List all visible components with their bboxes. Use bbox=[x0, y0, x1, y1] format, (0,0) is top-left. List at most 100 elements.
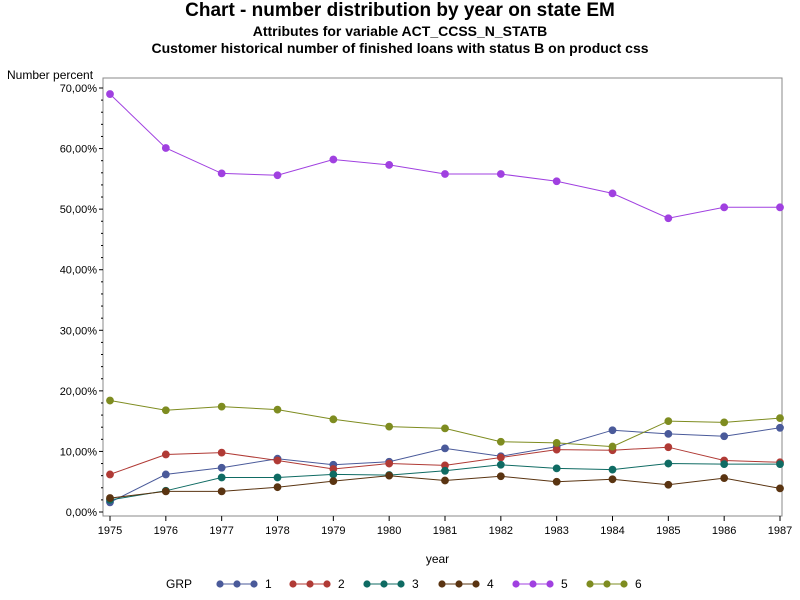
point-grp-3 bbox=[664, 459, 673, 468]
point-grp-6 bbox=[776, 414, 784, 423]
chart-subtitle-2: Customer historical number of finished l… bbox=[151, 40, 649, 56]
legend-marker bbox=[603, 580, 611, 588]
y-tick-label: 60,00% bbox=[60, 144, 98, 156]
x-tick-label: 1980 bbox=[377, 525, 401, 537]
legend-label: 2 bbox=[338, 577, 345, 591]
point-grp-3 bbox=[496, 460, 505, 469]
point-grp-5 bbox=[106, 90, 114, 98]
point-grp-5 bbox=[441, 170, 449, 178]
point-grp-1 bbox=[608, 426, 617, 435]
legend-marker bbox=[233, 580, 241, 588]
legend-item-6: 6 bbox=[586, 577, 642, 591]
point-grp-2 bbox=[385, 459, 394, 468]
point-grp-4 bbox=[161, 487, 170, 496]
point-grp-5 bbox=[161, 144, 170, 152]
point-grp-6 bbox=[664, 417, 673, 426]
point-grp-6 bbox=[608, 442, 617, 451]
point-grp-5 bbox=[273, 171, 282, 180]
chart-subtitle-1: Attributes for variable ACT_CCSS_N_STATB bbox=[252, 23, 548, 39]
point-grp-6 bbox=[441, 424, 449, 433]
y-tick-label: 50,00% bbox=[60, 204, 98, 216]
point-grp-6 bbox=[161, 406, 170, 415]
point-grp-2 bbox=[217, 448, 226, 457]
y-tick-label: 40,00% bbox=[60, 265, 98, 277]
point-grp-1 bbox=[720, 432, 729, 441]
point-grp-6 bbox=[273, 405, 282, 414]
point-grp-2 bbox=[161, 450, 170, 459]
legend-label: 3 bbox=[412, 577, 419, 591]
point-grp-3 bbox=[776, 460, 784, 469]
legend-marker bbox=[620, 580, 628, 588]
legend-label: 6 bbox=[635, 577, 642, 591]
legend-item-4: 4 bbox=[438, 577, 494, 591]
chart-title: Chart - number distribution by year on s… bbox=[185, 0, 615, 21]
point-grp-6 bbox=[552, 439, 561, 447]
point-grp-1 bbox=[217, 463, 226, 472]
x-tick-label: 1975 bbox=[98, 525, 122, 537]
legend-marker bbox=[397, 580, 405, 588]
point-grp-5 bbox=[329, 155, 338, 164]
legend-item-5: 5 bbox=[512, 577, 568, 591]
point-grp-4 bbox=[552, 477, 561, 486]
x-tick-label: 1987 bbox=[768, 525, 792, 537]
y-tick-label: 10,00% bbox=[60, 446, 98, 458]
series-line-6 bbox=[109, 400, 781, 448]
point-grp-3 bbox=[217, 473, 226, 482]
point-grp-4 bbox=[441, 476, 449, 485]
series-line-5 bbox=[109, 93, 780, 219]
point-grp-1 bbox=[161, 470, 170, 479]
x-tick-label: 1984 bbox=[600, 525, 624, 537]
point-grp-4 bbox=[329, 477, 338, 486]
legend-title: GRP bbox=[166, 577, 192, 591]
legend-marker bbox=[438, 580, 446, 588]
x-tick-label: 1977 bbox=[209, 525, 233, 537]
y-tick-label: 20,00% bbox=[60, 386, 98, 398]
legend-marker bbox=[306, 580, 314, 588]
point-grp-1 bbox=[776, 423, 784, 432]
point-grp-5 bbox=[608, 189, 617, 198]
legend-marker bbox=[546, 580, 554, 588]
legend-marker bbox=[323, 580, 331, 588]
point-grp-1 bbox=[441, 444, 449, 453]
point-grp-5 bbox=[720, 203, 729, 212]
point-grp-5 bbox=[664, 214, 673, 223]
point-grp-4 bbox=[385, 471, 394, 480]
legend-marker bbox=[216, 580, 224, 588]
point-grp-6 bbox=[106, 396, 114, 405]
x-tick-label: 1982 bbox=[489, 525, 513, 537]
point-grp-5 bbox=[217, 169, 226, 178]
point-grp-3 bbox=[608, 465, 617, 474]
point-grp-3 bbox=[720, 460, 729, 469]
legend-marker bbox=[512, 580, 520, 588]
y-tick-label: 70,00% bbox=[60, 83, 98, 95]
x-tick-label: 1981 bbox=[433, 525, 457, 537]
x-tick-label: 1979 bbox=[321, 525, 345, 537]
y-tick-label: 0,00% bbox=[66, 507, 97, 519]
legend-item-3: 3 bbox=[363, 577, 419, 591]
point-grp-5 bbox=[496, 170, 505, 178]
legend-marker bbox=[250, 580, 258, 588]
point-grp-4 bbox=[106, 494, 114, 502]
point-grp-2 bbox=[106, 470, 114, 479]
legend-item-1: 1 bbox=[216, 577, 272, 591]
point-grp-4 bbox=[496, 472, 505, 481]
legend-marker bbox=[363, 580, 371, 588]
x-tick-label: 1983 bbox=[544, 525, 568, 537]
point-grp-4 bbox=[608, 475, 617, 484]
point-grp-3 bbox=[329, 470, 338, 479]
point-grp-3 bbox=[273, 473, 282, 482]
point-grp-1 bbox=[664, 429, 673, 438]
point-grp-6 bbox=[385, 422, 394, 431]
x-tick-label: 1985 bbox=[656, 525, 680, 537]
point-grp-2 bbox=[664, 443, 673, 452]
legend-marker bbox=[380, 580, 388, 588]
point-grp-2 bbox=[552, 445, 561, 454]
plot-frame bbox=[102, 77, 783, 517]
point-grp-4 bbox=[664, 480, 673, 489]
point-grp-6 bbox=[496, 437, 505, 446]
point-grp-5 bbox=[776, 203, 784, 212]
legend-marker bbox=[472, 580, 480, 588]
legend-label: 4 bbox=[487, 577, 494, 591]
point-grp-4 bbox=[720, 474, 729, 482]
